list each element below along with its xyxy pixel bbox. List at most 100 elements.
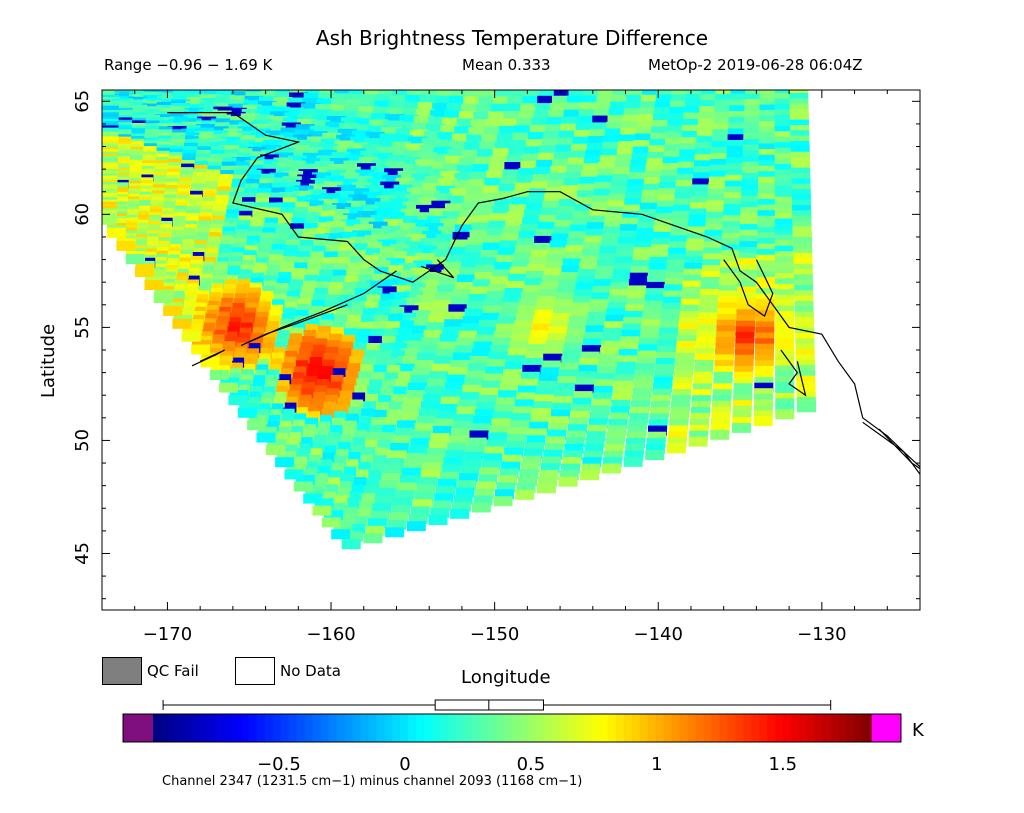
swath-cell — [530, 249, 550, 260]
swath-cell — [293, 134, 313, 145]
swath-cell — [271, 223, 291, 234]
swath-cell — [515, 489, 535, 500]
swath-cell — [317, 149, 337, 160]
swath-cell — [460, 466, 480, 477]
swath-cell — [349, 335, 369, 346]
swath-cell — [655, 94, 675, 105]
swath-cell — [642, 313, 662, 324]
swath-cell — [735, 343, 755, 354]
swath-cell — [431, 363, 451, 374]
swath-cell — [297, 424, 317, 435]
swath-cell — [482, 305, 502, 316]
swath-cell — [301, 363, 321, 374]
swath-cell — [416, 352, 436, 363]
swath-cell — [409, 226, 429, 237]
swath-cell — [508, 427, 528, 438]
swath-cell — [759, 115, 779, 126]
swath-cell — [349, 288, 369, 299]
swath-cell — [338, 178, 358, 189]
swath-cell — [503, 369, 522, 380]
swath-cell — [626, 298, 646, 309]
swath-cell — [757, 204, 777, 215]
swath-cell — [582, 163, 602, 174]
swath-cell — [732, 400, 752, 411]
swath-cell — [659, 321, 679, 332]
swath-cell — [580, 102, 600, 113]
swath-cell — [303, 448, 323, 459]
swath-cell — [691, 401, 711, 412]
swath-cell — [720, 255, 740, 266]
swath-cell — [416, 294, 436, 305]
swath-cell — [666, 259, 686, 270]
swath-cell — [588, 215, 608, 226]
swath-cell — [492, 269, 512, 280]
swath-cell — [675, 359, 694, 369]
swath-cell — [626, 431, 646, 442]
swath-cell — [715, 93, 735, 104]
swath-cell — [311, 325, 331, 336]
swath-cell — [704, 229, 724, 240]
swath-cell — [478, 474, 498, 485]
swath-cell — [240, 396, 260, 407]
swath-cell — [258, 375, 278, 386]
swath-cell — [153, 293, 173, 303]
swath-cell — [495, 489, 514, 500]
swath-cell — [619, 230, 638, 241]
swath-cell — [465, 186, 485, 197]
swath-cell — [332, 481, 352, 492]
swath-cell — [715, 337, 735, 347]
swath-cell — [405, 241, 424, 252]
swath-cell — [713, 117, 733, 128]
swath-cell — [613, 167, 633, 178]
swath-cell — [419, 145, 439, 156]
swath-cell — [309, 473, 329, 483]
swath-cell — [248, 364, 268, 375]
swath-cell — [571, 302, 591, 313]
swath-cell — [407, 187, 426, 198]
swath-cell — [430, 249, 450, 260]
swath-cell — [685, 250, 705, 261]
swath-cell — [590, 202, 610, 213]
swath-cell — [754, 377, 774, 388]
swath-cell — [278, 444, 298, 455]
swath-cell — [435, 348, 455, 359]
swath-cell — [339, 459, 359, 470]
swath-cell — [680, 304, 700, 315]
swath-cell — [460, 392, 480, 403]
swath-cell — [579, 358, 599, 369]
swath-cell — [358, 156, 378, 167]
swath-cell — [377, 139, 397, 150]
colorbar-segment — [703, 714, 713, 742]
swath-cell — [608, 295, 628, 306]
swath-cell — [411, 122, 431, 133]
swath-cell — [701, 265, 721, 276]
swath-cell — [323, 233, 343, 244]
swath-cell — [708, 176, 728, 187]
swath-cell — [381, 365, 401, 375]
swath-cell — [285, 165, 305, 176]
swath-cell — [527, 428, 547, 439]
colorbar-segment — [400, 714, 409, 742]
swath-cell — [655, 358, 675, 369]
swath-cell — [611, 276, 631, 286]
swath-cell — [277, 197, 297, 208]
swath-cell — [456, 165, 476, 176]
colorbar-segment — [631, 714, 641, 742]
swath-cell — [693, 166, 713, 177]
swath-cell — [474, 271, 494, 282]
swath-cell — [488, 432, 508, 443]
swath-cell — [505, 440, 525, 451]
swath-cell — [403, 101, 423, 112]
swath-cell — [276, 255, 296, 266]
swath-cell — [520, 223, 540, 234]
swath-cell — [301, 158, 321, 169]
swath-cell — [712, 389, 732, 400]
colorbar-segment — [184, 714, 194, 742]
swath-cell — [558, 130, 578, 141]
swath-cell — [691, 395, 711, 406]
swath-cell — [558, 199, 578, 209]
swath-cell — [452, 421, 472, 432]
swath-cell — [652, 382, 672, 393]
swath-cell — [733, 388, 753, 399]
